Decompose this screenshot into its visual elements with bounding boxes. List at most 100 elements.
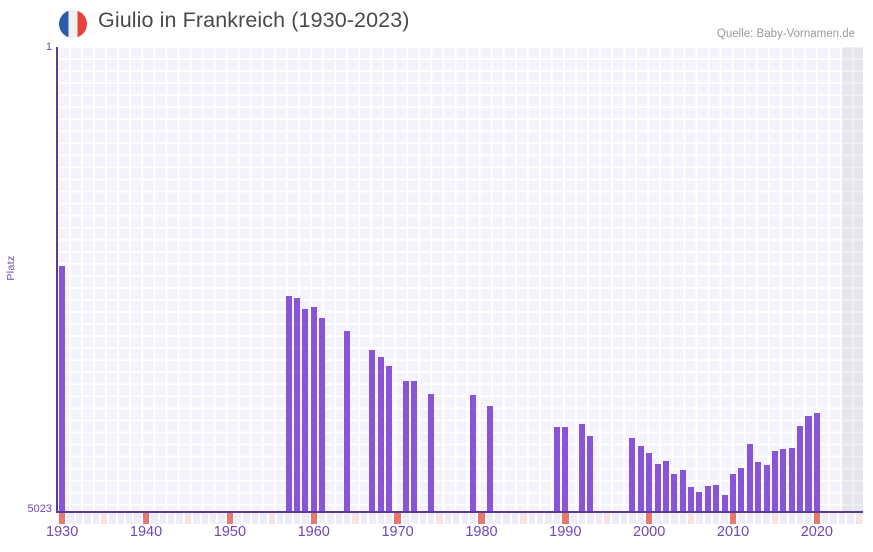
chart-title: Giulio in Frankreich (1930-2023) [98,8,410,32]
bar-1957[interactable] [285,296,292,511]
x-tick-2014 [763,513,770,524]
bar-1990[interactable] [562,426,569,511]
bar-1971[interactable] [402,381,409,511]
x-tick-1994 [595,513,603,524]
x-tick-1930 [59,513,66,524]
bar-2018[interactable] [797,425,804,511]
x-axis-tick-labels: 1930 1940 1950 1960 1970 1980 1990 2000 2010 2020 [0,524,873,548]
x-tick-1984 [511,513,519,524]
bar-1930[interactable] [59,265,66,511]
bar-1959[interactable] [302,309,309,511]
bar-1969[interactable] [386,365,393,511]
x-tick-2021 [822,513,829,524]
bar-2015[interactable] [771,450,778,511]
bar-2001[interactable] [654,463,661,511]
bar-1972[interactable] [411,381,418,511]
x-tick-1940 [142,513,150,524]
bar-1981[interactable] [486,406,493,511]
bar-2020[interactable] [813,412,820,511]
bar-2013[interactable] [755,461,762,511]
bar-1958[interactable] [293,298,300,511]
x-tick-1947 [201,513,208,524]
bar-2014[interactable] [763,464,770,511]
x-tick-2018 [796,513,804,524]
bar-1967[interactable] [369,349,376,511]
bar-2011[interactable] [738,468,745,511]
x-tick-1936 [109,513,116,524]
bar-2003[interactable] [671,473,678,511]
x-tick-1952 [243,513,250,524]
bar-1960[interactable] [310,306,317,511]
bar-2016[interactable] [780,448,787,511]
bar-2006[interactable] [696,492,703,511]
x-tick-1960 [310,513,317,524]
bar-1999[interactable] [637,446,644,511]
x-tick-2020 [813,513,821,524]
x-tick-1950 [226,513,234,524]
bar-1989[interactable] [553,426,560,511]
bar-1974[interactable] [428,394,435,511]
x-axis-label-1980: 1980 [465,524,498,540]
x-tick-2003 [671,513,678,524]
bar-2019[interactable] [805,415,812,511]
bar-2017[interactable] [788,447,795,511]
x-tick-1937 [117,513,125,524]
x-tick-1951 [235,513,242,524]
x-tick-1989 [553,513,561,524]
x-tick-2025 [855,513,862,524]
x-tick-1934 [92,513,99,524]
x-tick-1976 [444,513,452,524]
x-tick-1957 [285,513,292,524]
x-tick-2007 [704,513,712,524]
bar-2002[interactable] [662,460,669,511]
x-tick-2002 [662,513,670,524]
x-tick-1948 [209,513,217,524]
x-tick-1988 [545,513,552,524]
x-tick-1961 [318,513,326,524]
bar-2012[interactable] [746,444,753,511]
x-tick-1962 [327,513,334,524]
bar-2008[interactable] [713,484,720,511]
bar-1964[interactable] [344,330,351,511]
bar-2004[interactable] [679,470,686,511]
bar-2009[interactable] [721,495,728,511]
x-tick-2000 [645,513,653,524]
bar-2000[interactable] [646,453,653,511]
x-tick-1938 [126,513,133,524]
bar-2007[interactable] [704,485,711,511]
bar-1961[interactable] [319,317,326,511]
x-tick-1977 [453,513,460,524]
bar-1979[interactable] [470,395,477,511]
x-tick-1939 [134,513,141,524]
x-tick-1942 [159,513,166,524]
bar-1998[interactable] [629,437,636,511]
y-axis-top-label: 1 [45,41,52,53]
x-tick-2012 [746,513,753,524]
x-tick-2013 [754,513,762,524]
x-tick-1993 [587,513,594,524]
x-tick-1965 [352,513,359,524]
x-axis-label-1940: 1940 [129,524,163,540]
bar-1968[interactable] [377,357,384,511]
x-axis-label-1990: 1990 [549,524,582,540]
plot-gridlines [58,47,863,511]
x-tick-1968 [377,513,385,524]
chart-header: Giulio in Frankreich (1930-2023) Quelle:… [0,0,873,46]
x-tick-1974 [427,513,435,524]
bar-2010[interactable] [730,473,737,511]
x-tick-1967 [369,513,376,524]
bar-1992[interactable] [579,423,586,511]
x-tick-2015 [771,513,779,524]
x-axis-label-2020: 2020 [800,524,833,540]
bar-2005[interactable] [688,486,695,511]
x-tick-1999 [637,513,644,524]
x-tick-1983 [503,513,510,524]
bar-1993[interactable] [587,435,594,511]
x-tick-1944 [176,513,183,524]
x-tick-2022 [830,513,837,524]
x-tick-1995 [604,513,611,524]
source-attribution: Quelle: Baby-Vornamen.de [716,28,855,40]
x-tick-1981 [486,513,494,524]
y-axis-title: Platz [5,255,17,281]
